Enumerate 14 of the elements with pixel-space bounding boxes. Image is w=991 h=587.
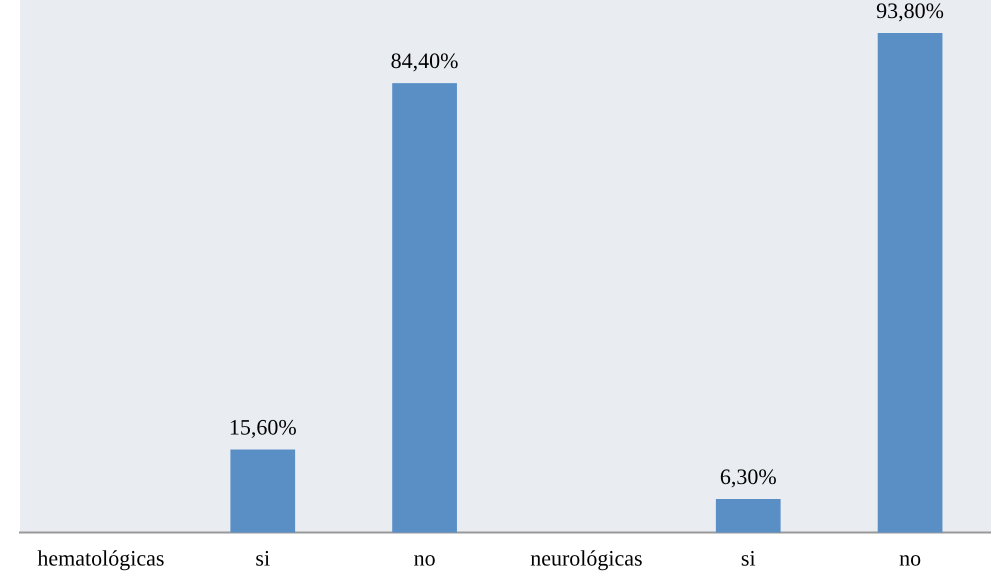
x-tick-label: si	[255, 546, 270, 571]
bar	[716, 499, 781, 533]
bar	[230, 450, 296, 533]
x-tick-label: hematológicas	[37, 546, 164, 571]
bar	[878, 33, 942, 533]
data-label: 93,80%	[876, 0, 944, 23]
x-tick-label: neurológicas	[530, 546, 643, 571]
x-tick-label: si	[740, 546, 756, 571]
data-label: 15,60%	[228, 414, 297, 440]
x-tick-label: no	[899, 546, 922, 571]
data-label: 6,30%	[720, 464, 777, 489]
data-label: 84,40%	[390, 48, 458, 73]
bar	[392, 83, 457, 533]
x-tick-label: no	[414, 546, 436, 571]
